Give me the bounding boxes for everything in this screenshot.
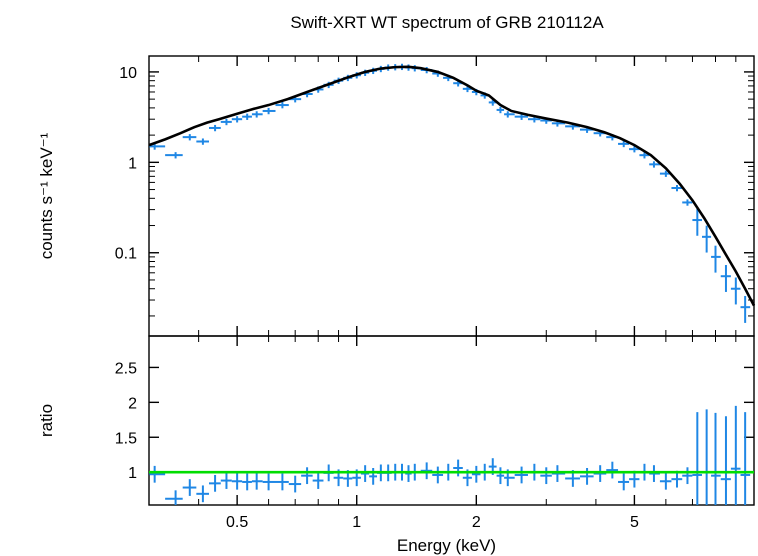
- bottom-plot-frame: [148, 335, 755, 506]
- x-tick-label: 2: [472, 514, 481, 531]
- top-y-axis-label: counts s⁻¹ keV⁻¹: [37, 132, 56, 259]
- x-tick-label: 0.5: [226, 514, 248, 531]
- top-data: [149, 65, 751, 309]
- bottom-y-tick-label: 2: [128, 395, 137, 412]
- bottom-y-tick-label: 2.5: [115, 360, 137, 377]
- bottom-panel-frame: [148, 335, 755, 506]
- chart-title: Swift-XRT WT spectrum of GRB 210112A: [290, 13, 604, 32]
- bottom-errorbars: [153, 405, 747, 505]
- top-errorbars: [153, 63, 747, 323]
- top-panel-frame: [148, 55, 755, 337]
- axis-labels: 0.5 1 2 5 0.1 1 10 1 1.5 2 2.5 Energy (keV) counts s…: [37, 65, 639, 555]
- top-y-tick-label: 10: [119, 65, 137, 82]
- bottom-grid: [149, 336, 754, 505]
- top-grid: [149, 56, 754, 336]
- top-y-tick-label: 1: [128, 155, 137, 172]
- x-tick-label: 1: [352, 514, 361, 531]
- bottom-y-tick-label: 1.5: [115, 430, 137, 447]
- top-model-line: [148, 65, 756, 307]
- bottom-y-axis-label: ratio: [37, 404, 56, 437]
- x-axis-label: Energy (keV): [397, 536, 496, 555]
- x-tick-label: 5: [630, 514, 639, 531]
- bottom-y-tick-label: 1: [128, 465, 137, 482]
- top-model: [148, 65, 756, 307]
- top-plot-frame: [148, 55, 755, 337]
- top-y-tick-label: 0.1: [115, 246, 137, 263]
